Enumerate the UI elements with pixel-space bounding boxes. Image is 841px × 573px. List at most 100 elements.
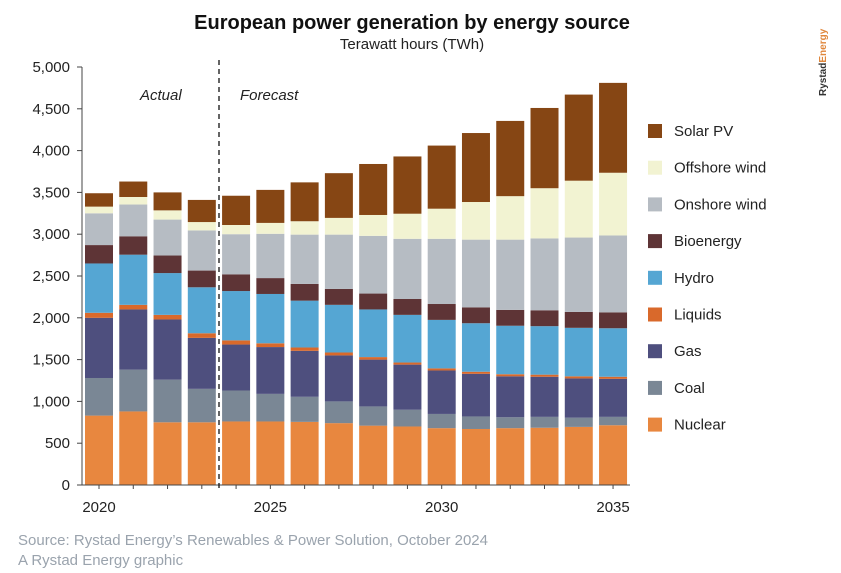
forecast-label: Forecast — [240, 87, 299, 104]
bar-liquids-2029 — [393, 362, 422, 365]
bar-bioenergy-2032 — [496, 309, 525, 326]
bar-onshore-wind-2030 — [427, 238, 456, 305]
bar-gas-2033 — [530, 376, 559, 417]
bar-bioenergy-2033 — [530, 310, 559, 327]
bar-nuclear-2024 — [222, 421, 251, 485]
bar-offshore-wind-2024 — [222, 225, 251, 235]
bar-hydro-2028 — [359, 309, 388, 358]
bar-gas-2034 — [564, 378, 593, 418]
bar-onshore-wind-2023 — [187, 230, 216, 271]
x-axis: 2020 2025 2030 2035 — [82, 484, 630, 516]
legend: Solar PV Offshore wind Onshore wind Bioener… — [648, 123, 767, 434]
bar-coal-2020 — [85, 377, 113, 416]
bar-solar-pv-2029 — [393, 156, 422, 214]
source-note: Source: Rystad Energy’s Renewables & Pow… — [18, 532, 488, 549]
bar-gas-2032 — [496, 376, 525, 418]
bar-solar-pv-2028 — [359, 163, 388, 215]
bar-bioenergy-2029 — [393, 298, 422, 315]
bar-coal-2023 — [187, 388, 216, 423]
bar-coal-2026 — [290, 396, 319, 422]
bar-offshore-wind-2028 — [359, 214, 388, 236]
bar-solar-pv-2034 — [564, 94, 593, 181]
bar-hydro-2029 — [393, 314, 422, 363]
bar-offshore-wind-2022 — [153, 210, 182, 220]
bar-gas-2024 — [222, 344, 251, 391]
y-tick-label-2000: 2,000 — [32, 310, 70, 327]
legend-label-offshore-wind: Offshore wind — [674, 160, 766, 177]
bar-coal-2027 — [324, 401, 353, 424]
y-tick-label-3500: 3,500 — [32, 184, 70, 201]
bar-nuclear-2023 — [187, 422, 216, 485]
bar-offshore-wind-2025 — [256, 222, 285, 234]
bar-solar-pv-2027 — [324, 173, 353, 218]
bar-offshore-wind-2026 — [290, 221, 319, 235]
bar-offshore-wind-2029 — [393, 213, 422, 239]
y-tick-label-0: 0 — [62, 477, 70, 494]
bar-bioenergy-2030 — [427, 304, 456, 320]
bar-coal-2034 — [564, 417, 593, 427]
y-tick-label-1500: 1,500 — [32, 352, 70, 369]
y-tick-label-500: 500 — [45, 435, 70, 452]
bar-offshore-wind-2021 — [119, 197, 148, 205]
legend-label-gas: Gas — [674, 343, 702, 360]
bar-gas-2025 — [256, 347, 285, 394]
brand-logo-accent: Energy — [818, 28, 829, 62]
bar-onshore-wind-2025 — [256, 233, 285, 279]
bar-gas-2030 — [427, 370, 456, 414]
bar-liquids-2021 — [119, 304, 148, 310]
bar-liquids-2033 — [530, 374, 559, 377]
bar-offshore-wind-2035 — [599, 172, 628, 236]
legend-swatch-nuclear — [648, 417, 662, 432]
bar-bioenergy-2035 — [599, 312, 628, 329]
bar-nuclear-2034 — [564, 426, 593, 485]
bar-gas-2027 — [324, 355, 353, 402]
bar-gas-2020 — [85, 317, 113, 378]
bar-gas-2022 — [153, 319, 182, 380]
y-tick-label-5000: 5,000 — [32, 59, 70, 76]
bar-solar-pv-2031 — [461, 133, 490, 203]
bar-hydro-2032 — [496, 325, 525, 375]
bar-gas-2031 — [461, 373, 490, 417]
bar-onshore-wind-2026 — [290, 234, 319, 284]
bar-solar-pv-2024 — [222, 195, 251, 225]
bar-hydro-2025 — [256, 293, 285, 344]
y-tick-label-3000: 3,000 — [32, 226, 70, 243]
bar-solar-pv-2023 — [187, 199, 216, 223]
bar-onshore-wind-2031 — [461, 239, 490, 308]
bar-nuclear-2031 — [461, 428, 490, 485]
bar-onshore-wind-2022 — [153, 219, 182, 256]
bar-coal-2032 — [496, 417, 525, 429]
actual-label: Actual — [139, 87, 182, 104]
bar-liquids-2030 — [427, 368, 456, 371]
bar-coal-2028 — [359, 406, 388, 426]
y-tick-label-4000: 4,000 — [32, 143, 70, 160]
bar-nuclear-2021 — [119, 411, 148, 485]
bar-onshore-wind-2024 — [222, 234, 251, 275]
bar-nuclear-2020 — [85, 415, 113, 485]
chart-subtitle: Terawatt hours (TWh) — [340, 36, 484, 53]
bar-liquids-2022 — [153, 314, 182, 320]
bar-onshore-wind-2021 — [119, 204, 148, 237]
bar-liquids-2024 — [222, 340, 251, 345]
bar-bioenergy-2027 — [324, 288, 353, 305]
bar-liquids-2020 — [85, 312, 113, 318]
bar-bioenergy-2031 — [461, 307, 490, 324]
brand-logo: RystadEnergy — [818, 28, 829, 96]
bar-coal-2030 — [427, 413, 456, 429]
bar-nuclear-2028 — [359, 425, 388, 485]
x-tick-label-2030: 2030 — [425, 499, 458, 516]
bar-nuclear-2025 — [256, 421, 285, 485]
legend-swatch-offshore-wind — [648, 160, 662, 175]
bars-group — [85, 82, 628, 485]
bar-gas-2028 — [359, 359, 388, 407]
bar-coal-2029 — [393, 409, 422, 427]
bar-liquids-2032 — [496, 374, 525, 377]
bar-bioenergy-2022 — [153, 255, 182, 274]
y-axis: 0 500 1,000 1,500 2,000 2,500 3,000 3,500 4,000 4… — [32, 59, 83, 494]
legend-label-liquids: Liquids — [674, 307, 722, 324]
legend-swatch-hydro — [648, 270, 662, 285]
brand-logo-dark: Rystad — [818, 63, 829, 96]
bar-hydro-2023 — [187, 287, 216, 334]
bar-offshore-wind-2023 — [187, 222, 216, 231]
